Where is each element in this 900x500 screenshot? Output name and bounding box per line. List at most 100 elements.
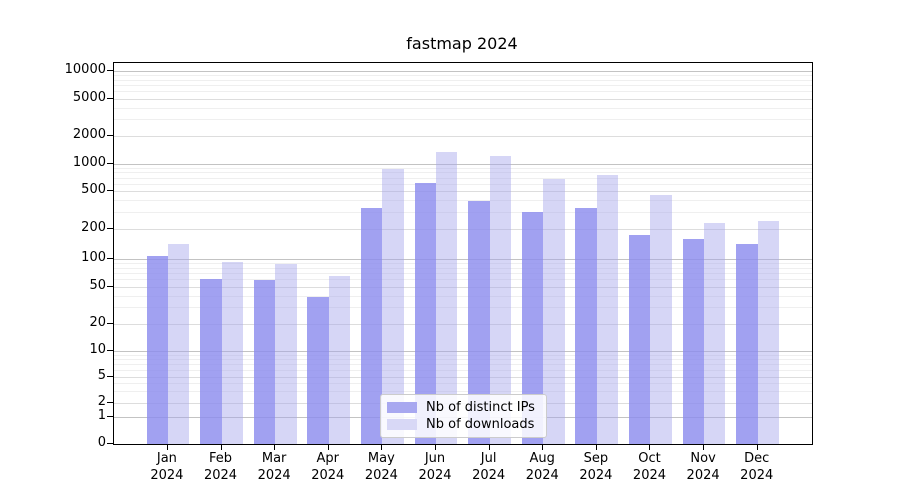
gridline-70 <box>114 273 812 275</box>
bar-distinct-ips-mar <box>253 280 276 444</box>
x-tick-label-aug: Aug 2024 <box>525 451 559 483</box>
bar-distinct-ips-jun <box>414 183 436 444</box>
gridline-50 <box>114 286 812 288</box>
gridline-80 <box>114 268 812 270</box>
x-tick-mark-apr <box>327 444 329 450</box>
gridline-900 <box>114 167 812 169</box>
gridline-500 <box>114 191 812 192</box>
y-tick-label-5000: 5000 <box>72 89 106 105</box>
y-tick-mark-1 <box>107 415 113 417</box>
x-tick-mark-mar <box>274 444 276 450</box>
gridline-10000 <box>114 71 812 72</box>
gridline-700 <box>114 177 812 179</box>
legend-item-distinct-ips: Nb of distinct IPs <box>387 399 540 416</box>
gridline-4000 <box>114 107 812 109</box>
y-tick-mark-50 <box>107 285 113 287</box>
x-tick-label-feb: Feb 2024 <box>203 451 238 483</box>
y-tick-mark-5000 <box>107 97 113 99</box>
bar-downloads-aug <box>543 178 565 444</box>
y-tick-label-20: 20 <box>89 314 106 330</box>
x-tick-mark-oct <box>649 444 651 450</box>
y-tick-mark-2000 <box>107 135 113 136</box>
x-tick-mark-may <box>381 444 383 450</box>
legend-item-downloads: Nb of downloads <box>387 416 540 433</box>
y-tick-mark-500 <box>107 190 113 191</box>
x-tick-label-apr: Apr 2024 <box>311 451 345 483</box>
legend-label-downloads: Nb of downloads <box>426 417 535 432</box>
bar-distinct-ips-sep <box>575 208 597 444</box>
x-tick-mark-dec <box>756 444 758 450</box>
gridline-10 <box>114 351 812 352</box>
gridline-400 <box>114 200 812 202</box>
gridline-4 <box>114 383 812 385</box>
x-tick-label-may: May 2024 <box>364 451 398 483</box>
gridline-5 <box>114 376 812 378</box>
x-tick-mark-jan <box>166 444 168 450</box>
bar-downloads-may <box>382 168 404 444</box>
y-tick-mark-200 <box>107 228 113 230</box>
y-tick-label-10000: 10000 <box>64 62 106 77</box>
gridline-600 <box>114 183 812 185</box>
x-tick-label-sep: Sep 2024 <box>579 451 613 483</box>
y-tick-label-100: 100 <box>81 250 106 266</box>
bar-downloads-jul <box>489 156 511 444</box>
bar-downloads-sep <box>596 174 619 444</box>
y-tick-label-0: 0 <box>97 435 106 450</box>
x-tick-mark-jul <box>488 444 490 450</box>
legend-swatch-ips <box>387 402 417 413</box>
bar-downloads-oct <box>650 195 672 444</box>
gridline-100 <box>114 259 812 261</box>
gridline-7000 <box>114 85 812 87</box>
bar-distinct-ips-oct <box>629 235 651 444</box>
bar-distinct-ips-nov <box>682 239 705 444</box>
y-tick-mark-1000 <box>107 162 113 164</box>
y-tick-mark-10000 <box>107 70 113 71</box>
y-tick-mark-5 <box>107 375 113 377</box>
y-tick-mark-2 <box>107 401 113 403</box>
bar-distinct-ips-jan <box>146 255 168 444</box>
bar-distinct-ips-feb <box>200 278 222 444</box>
x-tick-mark-nov <box>703 444 705 450</box>
bar-distinct-ips-apr <box>307 296 329 444</box>
y-tick-mark-0 <box>107 443 113 444</box>
bar-downloads-jun <box>436 151 458 444</box>
x-tick-label-mar: Mar 2024 <box>257 451 291 483</box>
bar-downloads-jan <box>167 243 190 444</box>
gridline-90 <box>114 263 812 265</box>
gridline-9000 <box>114 75 812 77</box>
bar-downloads-apr <box>328 276 351 444</box>
gridline-1000 <box>114 163 812 165</box>
x-tick-label-jun: Jun 2024 <box>418 451 452 483</box>
y-tick-label-50: 50 <box>89 277 106 293</box>
gridline-60 <box>114 279 812 281</box>
bar-distinct-ips-aug <box>521 212 544 444</box>
y-tick-mark-10 <box>107 350 113 351</box>
plot-area: Nb of distinct IPs Nb of downloads <box>113 62 813 445</box>
bar-downloads-dec <box>757 220 780 444</box>
y-tick-label-5: 5 <box>97 367 106 383</box>
gridline-200 <box>114 229 812 231</box>
y-tick-mark-100 <box>107 258 113 260</box>
x-tick-label-oct: Oct 2024 <box>632 451 667 483</box>
y-tick-label-1000: 1000 <box>72 154 106 170</box>
gridline-300 <box>114 212 812 214</box>
gridline-8 <box>114 359 812 361</box>
y-tick-label-2: 2 <box>97 393 106 409</box>
y-tick-mark-20 <box>107 322 113 324</box>
y-tick-label-500: 500 <box>81 182 106 197</box>
gridline-7 <box>114 364 812 366</box>
bar-downloads-nov <box>704 223 726 444</box>
gridline-9 <box>114 354 812 356</box>
gridline-800 <box>114 172 812 174</box>
gridline-3000 <box>114 119 812 121</box>
x-tick-label-nov: Nov 2024 <box>686 451 720 483</box>
bar-distinct-ips-jul <box>468 201 490 444</box>
y-tick-label-200: 200 <box>81 220 106 236</box>
x-tick-label-dec: Dec 2024 <box>740 451 774 483</box>
bar-distinct-ips-may <box>360 208 383 444</box>
gridline-30 <box>114 307 812 309</box>
bar-downloads-feb <box>221 262 243 444</box>
bar-downloads-mar <box>275 264 297 444</box>
x-tick-mark-feb <box>220 444 222 450</box>
